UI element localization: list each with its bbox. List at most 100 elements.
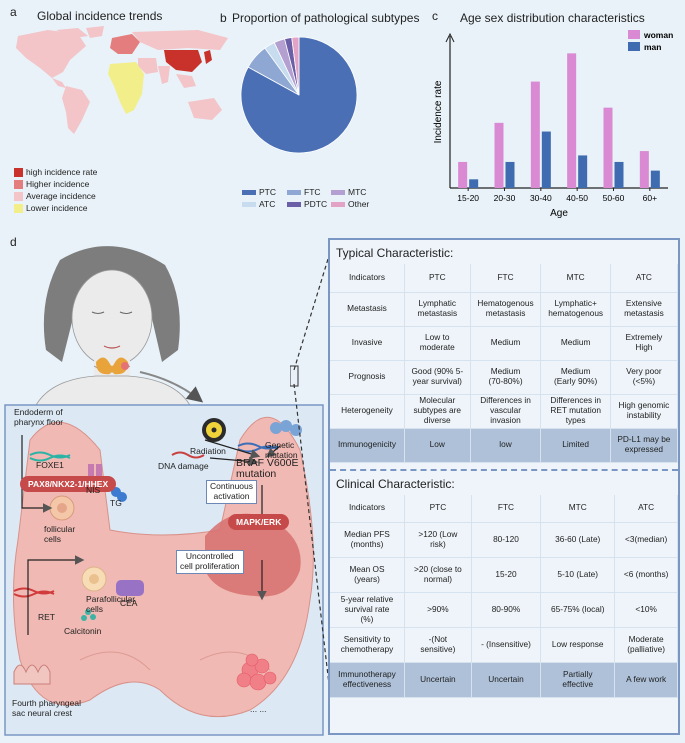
parafollicular-label: Parafollicular cells (86, 594, 136, 614)
table-cell: Extremely High (610, 326, 679, 360)
legend-label: Lower incidence (26, 203, 88, 213)
panel-b-letter: b (220, 11, 227, 25)
endoderm-label: Endoderm of pharynx floor (14, 407, 64, 427)
legend-swatch (287, 201, 301, 207)
legend-label: PTC (259, 187, 276, 197)
table-cell: A few work (614, 662, 678, 698)
typical-title: Typical Characteristic: (336, 246, 454, 260)
legend-swatch-man (628, 42, 640, 51)
table-row: Immunogenicity Low low Limited PD-L1 may be e… (330, 428, 679, 462)
table-cell: <10% (614, 592, 678, 628)
calcitonin-label: Calcitonin (64, 626, 102, 636)
table-cell: Medium (540, 326, 611, 360)
table-cell: Medium (70-80%) (470, 360, 542, 394)
clinical-table: Indicators PTC FTC MTC ATC Median PFS (months)… (330, 494, 678, 699)
table-row: 5-year relative survival rate (%) >90% 80-90… (330, 592, 678, 628)
table-cell: Low (404, 428, 471, 462)
table-cell: Immunotherapy effectiveness (330, 662, 405, 698)
table-row: Median PFS (months) >120 (Low risk) 80-120 36… (330, 522, 678, 558)
table-cell: Hematogenous metastasis (470, 292, 542, 326)
bar-woman-30-40 (530, 81, 540, 188)
bar-man-30-40 (541, 131, 551, 188)
table-cell: -(Not sensitive) (404, 627, 472, 663)
table-cell: Partially effective (540, 662, 616, 698)
table-row: Mean OS (years) >20 (close to normal) 15-20 5… (330, 557, 678, 593)
table-cell: Low response (540, 627, 616, 663)
panel-a-letter: a (10, 5, 17, 19)
typical-table: Indicators PTC FTC MTC ATC Metastasis Lymphati… (330, 264, 679, 463)
y-axis-arrow (445, 32, 455, 43)
legend-swatch (14, 203, 23, 213)
map-legend-item: high incidence rate (14, 167, 97, 177)
table-cell: 65-75% (local) (540, 592, 616, 628)
table-cell: 5-year relative survival rate (%) (330, 592, 405, 628)
legend-swatch (331, 189, 345, 195)
table-cell: <3(median) (614, 522, 678, 558)
legend-label: Other (348, 199, 370, 209)
map-legend-item: Higher incidence (14, 179, 89, 189)
header-cell: PTC (404, 494, 472, 523)
thyroid-diagram (4, 246, 324, 736)
bar-woman-20-30 (494, 122, 504, 188)
table-cell: Mean OS (years) (330, 557, 405, 593)
table-cell: low (470, 428, 542, 462)
header-cell: MTC (540, 494, 616, 523)
table-cell: Good (90% 5- year survival) (404, 360, 471, 394)
header-cell: FTC (471, 494, 542, 523)
table-cell: Limited (540, 428, 611, 462)
continuous-activation-label: Continuous activation (206, 480, 258, 504)
pax8-pill: PAX8/NKX2-1/HHEX (20, 476, 117, 492)
pie-legend-item: ATC (242, 199, 275, 209)
header-cell: FTC (470, 264, 542, 292)
x-tick-label: 20-30 (494, 193, 516, 203)
panel-a-title: Global incidence trends (37, 9, 163, 23)
table-cell: PD-L1 may be expressed (610, 428, 679, 462)
y-axis-label: Incidence rate (433, 80, 444, 143)
table-cell: >90% (404, 592, 472, 628)
panel-c-letter: c (432, 9, 438, 23)
table-cell: High genomic instability (610, 394, 679, 428)
table-cell: Medium (470, 326, 542, 360)
radiation-label: Radiation (190, 446, 226, 456)
table-divider (330, 468, 678, 471)
table-row: Metastasis Lymphatic metastasis Hematogenou… (330, 292, 679, 326)
pie-legend-item: MTC (331, 187, 366, 197)
follicular-cells-label: follicular cells (44, 524, 76, 544)
table-cell: Uncertain (471, 662, 542, 698)
panel-b-title: Proportion of pathological subtypes (232, 11, 420, 25)
header-cell: Indicators (330, 264, 405, 292)
panel-d-letter: d (10, 235, 17, 249)
table-cell: Sensitivity to chemotherapy (330, 627, 405, 663)
table-cell: Uncertain (404, 662, 472, 698)
map-legend-item: Average incidence (14, 191, 96, 201)
header-cell: Indicators (330, 494, 405, 523)
legend-label: PDTC (304, 199, 328, 209)
legend-label: ATC (259, 199, 276, 209)
header-cell: MTC (540, 264, 611, 292)
table-cell: Heterogeneity (330, 394, 405, 428)
legend-swatch (14, 167, 23, 177)
table-cell: 15-20 (471, 557, 542, 593)
bar-woman-60+ (639, 151, 649, 188)
table-cell: Median PFS (months) (330, 522, 405, 558)
characteristics-panel: Typical Characteristic: Indicators PTC FTC… (328, 238, 680, 735)
x-tick-label: 60+ (643, 193, 657, 203)
tg-label: TG (110, 498, 122, 508)
legend-swatch (14, 191, 23, 201)
genetic-mutation-label: Genetic mutation (265, 440, 298, 460)
x-tick-label: 40-50 (566, 193, 588, 203)
table-header-row: Indicators PTC FTC MTC ATC (330, 264, 679, 292)
x-tick-label: 15-20 (457, 193, 479, 203)
table-cell: Metastasis (330, 292, 405, 326)
table-cell: Prognosis (330, 360, 405, 394)
table-cell: 80-120 (471, 522, 542, 558)
ellipsis-label: ... ... (250, 704, 267, 714)
table-cell: Immunogenicity (330, 428, 405, 462)
pie-legend-item: PDTC (287, 199, 327, 209)
table-cell: Lymphatic+ hematogenous (540, 292, 611, 326)
bar-man-60+ (650, 170, 660, 188)
bar-woman-15-20 (458, 161, 468, 188)
bar-woman-50-60 (603, 107, 613, 188)
table-cell: Molecular subtypes are diverse (404, 394, 471, 428)
world-map (16, 26, 228, 134)
